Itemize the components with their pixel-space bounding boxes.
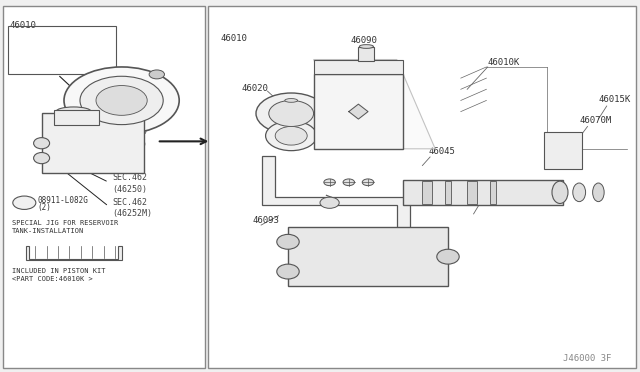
Circle shape (320, 197, 339, 208)
Ellipse shape (276, 264, 299, 279)
Text: SEC.462: SEC.462 (112, 198, 147, 206)
Bar (358, 46, 374, 61)
Text: (47210): (47210) (112, 140, 147, 149)
Circle shape (275, 126, 307, 145)
Text: INCLUDED IN PISTON KIT: INCLUDED IN PISTON KIT (12, 269, 105, 275)
Ellipse shape (593, 183, 604, 202)
Text: (46250): (46250) (112, 185, 147, 193)
Text: 46015K: 46015K (598, 95, 630, 104)
Circle shape (269, 100, 314, 126)
Bar (42, 113, 144, 173)
Text: J46000 3F: J46000 3F (563, 354, 611, 363)
Circle shape (13, 196, 36, 209)
Ellipse shape (276, 234, 299, 249)
Text: (46252M): (46252M) (112, 209, 152, 218)
Bar (54, 110, 99, 125)
Bar (544, 132, 582, 169)
Ellipse shape (573, 183, 586, 202)
Text: 46093: 46093 (253, 216, 280, 225)
Bar (314, 60, 403, 74)
Text: SEC.470: SEC.470 (112, 127, 147, 136)
Text: 46010: 46010 (10, 21, 36, 30)
Circle shape (266, 121, 317, 151)
Text: 46070M: 46070M (579, 116, 611, 125)
Text: SPECIAL JIG FOR RESERVOIR: SPECIAL JIG FOR RESERVOIR (12, 220, 118, 226)
Circle shape (96, 86, 147, 115)
Circle shape (80, 76, 163, 125)
Bar (314, 74, 403, 149)
Text: 46010K: 46010K (488, 58, 520, 67)
Ellipse shape (362, 179, 374, 186)
Polygon shape (262, 156, 410, 231)
Polygon shape (26, 246, 122, 260)
Ellipse shape (436, 249, 459, 264)
Text: 46045: 46045 (429, 147, 456, 156)
Bar (288, 227, 448, 286)
Ellipse shape (33, 153, 49, 164)
Text: (2): (2) (37, 203, 51, 212)
Polygon shape (314, 60, 435, 149)
Text: 46045: 46045 (406, 181, 433, 190)
Bar (422, 181, 432, 204)
Bar (403, 180, 563, 205)
Text: SEC.462: SEC.462 (112, 173, 147, 182)
Ellipse shape (285, 99, 298, 102)
Text: 46037M: 46037M (470, 196, 502, 205)
Circle shape (64, 67, 179, 134)
Ellipse shape (33, 138, 49, 149)
Ellipse shape (343, 179, 355, 186)
Ellipse shape (359, 45, 373, 48)
Ellipse shape (56, 107, 91, 116)
Text: 46020: 46020 (241, 84, 268, 93)
Circle shape (256, 93, 326, 134)
Text: TANK-INSTALLATION: TANK-INSTALLATION (12, 228, 84, 234)
Text: 08911-L082G: 08911-L082G (37, 196, 88, 205)
Text: <PART CODE:46010K >: <PART CODE:46010K > (12, 276, 92, 282)
Text: 46090: 46090 (351, 36, 378, 45)
Text: 46010: 46010 (93, 157, 120, 166)
Bar (208, 6, 636, 368)
Text: 46032M: 46032M (291, 255, 323, 264)
Polygon shape (349, 104, 368, 119)
Ellipse shape (552, 181, 568, 203)
Text: 46010: 46010 (221, 34, 248, 43)
Ellipse shape (324, 179, 335, 186)
Bar (445, 181, 451, 204)
Text: N: N (18, 200, 23, 206)
Bar (490, 181, 496, 204)
Circle shape (149, 70, 164, 79)
Bar (467, 181, 477, 204)
Bar (3, 6, 205, 368)
Bar (8, 26, 116, 74)
